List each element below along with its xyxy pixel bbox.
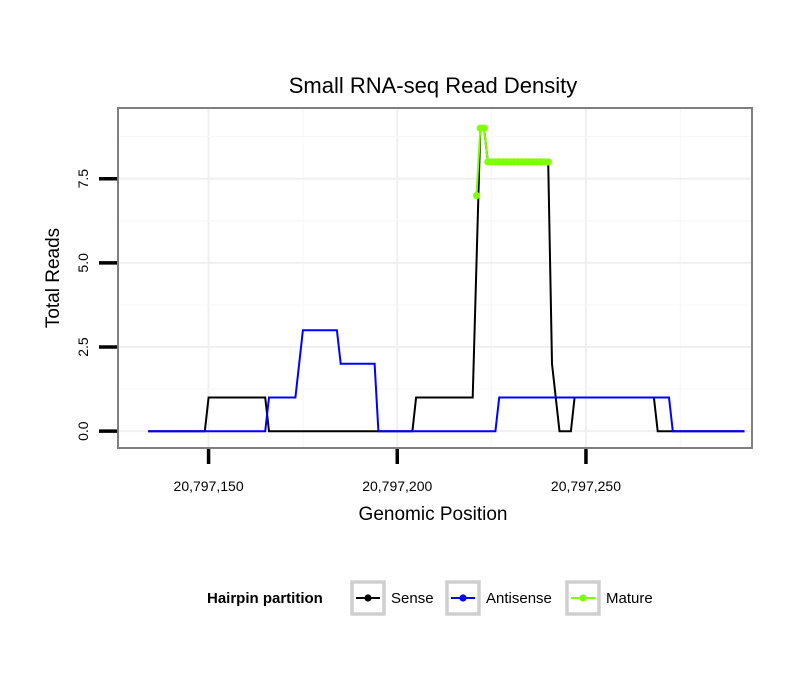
x-tick-label: 20,797,250 bbox=[551, 478, 621, 494]
series-layer bbox=[148, 124, 745, 433]
series-line-antisense bbox=[148, 329, 745, 433]
legend-label-mature: Mature bbox=[606, 590, 653, 607]
x-tick-label: 20,797,200 bbox=[362, 478, 432, 494]
y-axis-label: Total Reads bbox=[43, 228, 64, 328]
legend-key-point-mature bbox=[579, 594, 587, 602]
legend-key-point-antisense bbox=[459, 594, 467, 602]
legend: Hairpin partition Sense Antisense Mature bbox=[207, 580, 653, 616]
legend-label-sense: Sense bbox=[391, 590, 434, 607]
legend-label-antisense: Antisense bbox=[486, 590, 552, 607]
x-axis-label: Genomic Position bbox=[359, 504, 508, 525]
y-tick-label: 7.5 bbox=[75, 169, 91, 189]
data-point-mature bbox=[472, 191, 481, 200]
y-tick-label: 5.0 bbox=[75, 253, 91, 273]
legend-items: Sense Antisense Mature bbox=[350, 580, 653, 616]
x-tick-label: 20,797,150 bbox=[174, 478, 244, 494]
data-point-mature bbox=[544, 158, 552, 166]
legend-key-point-sense bbox=[364, 594, 372, 602]
legend-title: Hairpin partition bbox=[207, 590, 323, 607]
plot-panel-border bbox=[117, 107, 753, 449]
y-tick-label: 0.0 bbox=[75, 421, 91, 441]
y-tick-label: 2.5 bbox=[75, 337, 91, 357]
data-point-mature bbox=[480, 124, 488, 132]
axis-layer: 20,797,150 20,797,200 20,797,250 0.0 2.5 5.0 7… bbox=[75, 169, 621, 494]
chart-title: Small RNA-seq Read Density bbox=[289, 73, 578, 98]
